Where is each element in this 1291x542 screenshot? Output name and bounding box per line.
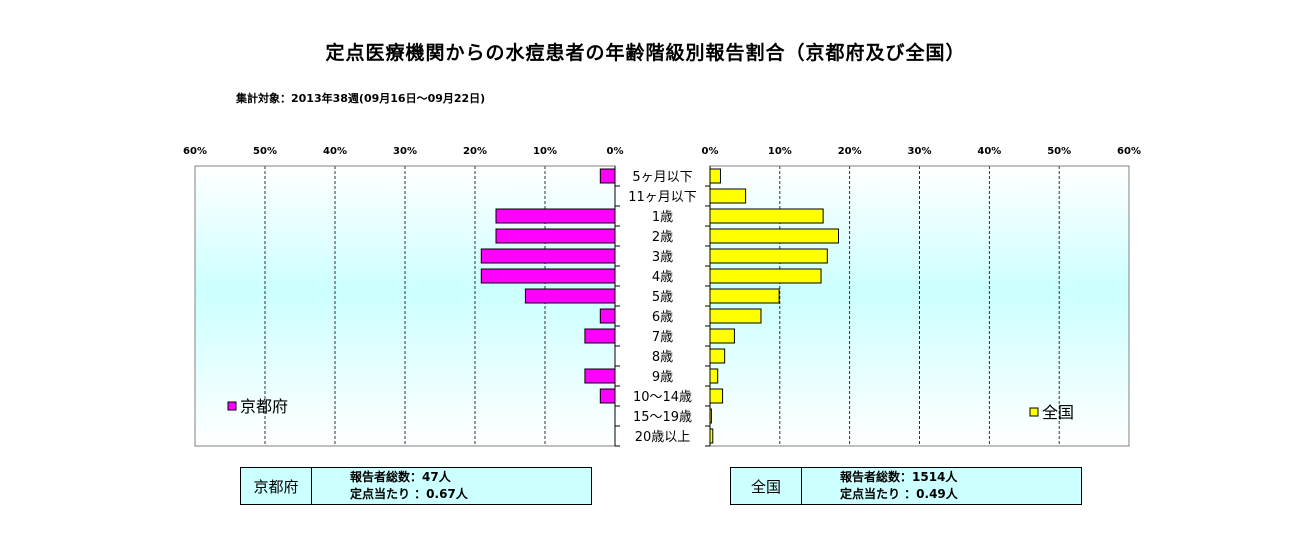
bar-kyoto	[495, 228, 616, 244]
kyoto-reporters-total: 報告者総数：47人	[350, 470, 451, 484]
x-tick-label-left: 30%	[393, 146, 417, 157]
bar-national	[709, 368, 719, 384]
legend-swatch	[227, 401, 237, 411]
bar-national	[709, 188, 747, 204]
bar-kyoto	[495, 208, 616, 224]
bar-national	[709, 168, 721, 184]
x-tick-label-left: 0%	[607, 146, 624, 157]
category-label: 5歳	[652, 290, 673, 305]
x-tick-label-left: 50%	[253, 146, 277, 157]
info-box-national: 全国 報告者総数：1514人 定点当たり ：0.49人	[730, 467, 1082, 505]
category-label: 5ヶ月以下	[632, 170, 692, 185]
category-label: 1歳	[652, 210, 673, 225]
bar-kyoto	[480, 248, 616, 264]
category-label: 10～14歳	[633, 390, 692, 405]
category-label: 3歳	[652, 250, 673, 265]
category-label: 15～19歳	[633, 410, 692, 425]
bar-national	[709, 228, 839, 244]
category-label: 7歳	[652, 330, 673, 345]
x-tick-label-left: 20%	[463, 146, 487, 157]
bar-kyoto	[599, 308, 616, 324]
bar-kyoto	[599, 388, 616, 404]
bar-national	[709, 328, 735, 344]
x-tick-label-right: 20%	[838, 146, 862, 157]
legend-label: 全国	[1042, 403, 1074, 422]
bar-kyoto	[584, 328, 616, 344]
info-box-kyoto-label: 京都府	[241, 468, 312, 504]
bar-national	[709, 308, 762, 324]
bar-national	[709, 428, 714, 444]
legend-swatch	[1029, 407, 1039, 417]
x-tick-label-right: 50%	[1047, 146, 1071, 157]
x-tick-label-left: 60%	[183, 146, 207, 157]
x-tick-label-right: 0%	[702, 146, 719, 157]
bar-kyoto	[584, 368, 616, 384]
info-box-national-label: 全国	[731, 468, 802, 504]
bar-kyoto	[480, 268, 616, 284]
bar-national	[709, 248, 828, 264]
bar-kyoto	[524, 288, 616, 304]
x-tick-label-left: 10%	[533, 146, 557, 157]
category-label: 4歳	[652, 270, 673, 285]
x-tick-label-right: 40%	[977, 146, 1001, 157]
category-label: 9歳	[652, 370, 673, 385]
bar-national	[709, 268, 822, 284]
x-tick-label-right: 60%	[1117, 146, 1141, 157]
bar-national	[709, 288, 780, 304]
bar-kyoto	[599, 168, 616, 184]
category-label: 2歳	[652, 230, 673, 245]
kyoto-per-point: 定点当たり ：0.67人	[350, 487, 468, 501]
chart-title: 定点医療機関からの水痘患者の年齢階級別報告割合（京都府及び全国）	[325, 42, 966, 64]
category-label: 8歳	[652, 350, 673, 365]
x-tick-label-left: 40%	[323, 146, 347, 157]
bar-national	[709, 388, 724, 404]
bar-national	[709, 208, 824, 224]
x-tick-label-right: 30%	[908, 146, 932, 157]
info-box-kyoto: 京都府 報告者総数：47人 定点当たり ：0.67人	[240, 467, 592, 505]
chart-subtitle: 集計対象：2013年38週(09月16日～09月22日)	[236, 92, 486, 105]
category-label: 6歳	[652, 310, 673, 325]
bar-national	[709, 348, 726, 364]
national-per-point: 定点当たり ：0.49人	[840, 487, 958, 501]
bar-national	[709, 408, 712, 424]
category-label: 20歳以上	[635, 430, 691, 445]
category-label: 11ヶ月以下	[628, 190, 697, 205]
national-reporters-total: 報告者総数：1514人	[840, 470, 958, 484]
x-tick-label-right: 10%	[768, 146, 792, 157]
legend-label: 京都府	[240, 397, 288, 416]
